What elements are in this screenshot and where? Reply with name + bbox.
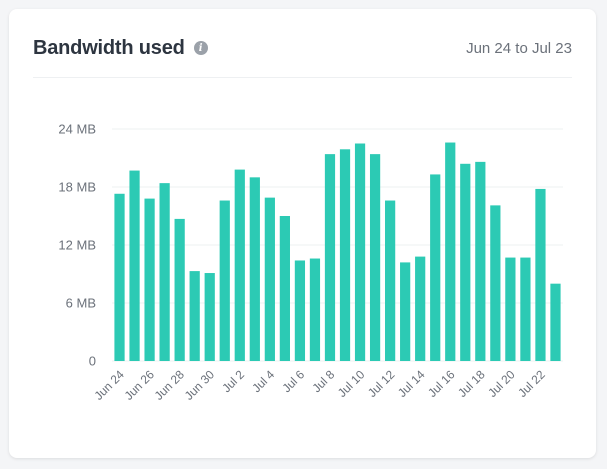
x-tick-label: Jul 12: [365, 367, 398, 400]
bar[interactable]: [520, 257, 531, 361]
header-divider: [33, 77, 572, 78]
bar[interactable]: [430, 174, 441, 361]
date-range-label: Jun 24 to Jul 23: [466, 39, 572, 57]
bar[interactable]: [385, 200, 396, 361]
bar[interactable]: [550, 283, 561, 361]
bar[interactable]: [144, 198, 155, 361]
x-tick-label: Jun 28: [152, 367, 188, 403]
bar[interactable]: [535, 188, 546, 361]
card-title: Bandwidth used: [33, 36, 185, 59]
y-tick-label: 18 MB: [58, 180, 96, 195]
bar[interactable]: [354, 143, 366, 362]
x-tick-label: Jul 2: [219, 367, 247, 395]
bar[interactable]: [264, 197, 275, 361]
bar[interactable]: [204, 273, 215, 361]
bar[interactable]: [219, 200, 230, 361]
x-tick-label: Jul 6: [279, 367, 307, 395]
bar[interactable]: [309, 258, 321, 361]
bar[interactable]: [475, 161, 486, 361]
bar[interactable]: [369, 154, 381, 361]
x-tick-label: Jul 16: [425, 367, 458, 400]
card-header: Bandwidth used i Jun 24 to Jul 23: [33, 33, 572, 63]
y-tick-label: 6 MB: [66, 296, 96, 311]
x-tick-label: Jul 10: [335, 367, 368, 400]
bar[interactable]: [279, 216, 290, 361]
bar[interactable]: [159, 183, 170, 361]
x-tick-label: Jul 18: [455, 367, 488, 400]
x-tick-label: Jun 26: [122, 367, 158, 403]
x-tick-label: Jun 30: [182, 367, 218, 403]
x-tick-label: Jul 14: [395, 367, 428, 400]
bar[interactable]: [189, 271, 200, 361]
bar[interactable]: [234, 169, 245, 361]
bar[interactable]: [415, 256, 426, 361]
y-tick-label: 0: [89, 354, 96, 369]
title-group: Bandwidth used i: [33, 37, 208, 60]
y-tick-label: 24 MB: [58, 122, 96, 137]
bar[interactable]: [294, 260, 306, 361]
bar[interactable]: [505, 257, 516, 361]
x-tick-label: Jun 24: [92, 367, 128, 403]
bar[interactable]: [114, 193, 125, 361]
bar[interactable]: [400, 262, 411, 361]
bar[interactable]: [324, 154, 336, 361]
x-tick-label: Jul 20: [485, 367, 518, 400]
y-tick-label: 12 MB: [58, 238, 96, 253]
x-tick-label: Jul 22: [515, 367, 548, 400]
bar[interactable]: [445, 142, 456, 361]
bar[interactable]: [174, 218, 185, 361]
bar[interactable]: [249, 177, 260, 361]
bar[interactable]: [460, 163, 471, 361]
bar[interactable]: [490, 205, 501, 361]
bar[interactable]: [129, 170, 140, 361]
info-icon[interactable]: i: [193, 41, 208, 55]
x-tick-label: Jul 8: [310, 367, 338, 395]
bar[interactable]: [339, 149, 351, 361]
x-tick-label: Jul 4: [249, 367, 277, 395]
